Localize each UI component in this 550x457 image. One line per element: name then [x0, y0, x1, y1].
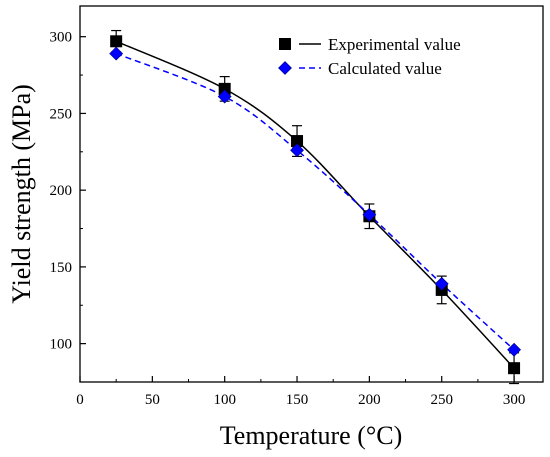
- y-tick-label: 200: [50, 183, 73, 199]
- legend-marker: [278, 61, 292, 75]
- x-tick-label: 50: [145, 392, 160, 408]
- series-calculated: [115, 52, 515, 351]
- calculated-line: [115, 52, 515, 351]
- legend-marker: [279, 38, 291, 50]
- series-layer: [109, 29, 521, 385]
- experimental-point: [110, 35, 123, 48]
- axes: 0 50 100 150 200 250 300 100 150 200 250 300: [50, 30, 526, 408]
- calculated-point: [109, 46, 124, 61]
- y-tick-label: 300: [50, 30, 73, 46]
- calculated-point: [507, 342, 521, 357]
- legend-label: Experimental value: [328, 35, 461, 54]
- x-tick-label: 200: [358, 392, 381, 408]
- series-experimental: [111, 29, 520, 385]
- calculated-point: [290, 143, 304, 158]
- y-axis-title: Yield strength (MPa): [7, 84, 36, 304]
- experimental-line: [115, 40, 515, 369]
- y-tick-label: 250: [50, 106, 73, 122]
- experimental-markers: [110, 35, 521, 375]
- y-tick-label: 150: [50, 260, 73, 276]
- plot-area: [79, 5, 544, 383]
- x-tick-label: 0: [76, 392, 84, 408]
- plot-frame: [79, 5, 544, 383]
- experimental-point: [508, 362, 521, 375]
- x-tick-label: 250: [430, 392, 453, 408]
- calculated-point: [434, 276, 449, 291]
- x-axis-title: Temperature (°C): [220, 421, 403, 450]
- calculated-point: [217, 89, 232, 104]
- x-tick-label: 300: [503, 392, 526, 408]
- calculated-markers: [109, 46, 521, 357]
- legend-item: Experimental value: [279, 35, 461, 54]
- legend-item: Calculated value: [278, 59, 442, 78]
- legend: Experimental value Calculated value: [278, 35, 461, 78]
- x-tick-label: 150: [286, 392, 309, 408]
- x-tick-label: 100: [213, 392, 236, 408]
- legend-label: Calculated value: [328, 59, 442, 78]
- calculated-point: [362, 207, 377, 222]
- y-tick-label: 100: [50, 337, 73, 353]
